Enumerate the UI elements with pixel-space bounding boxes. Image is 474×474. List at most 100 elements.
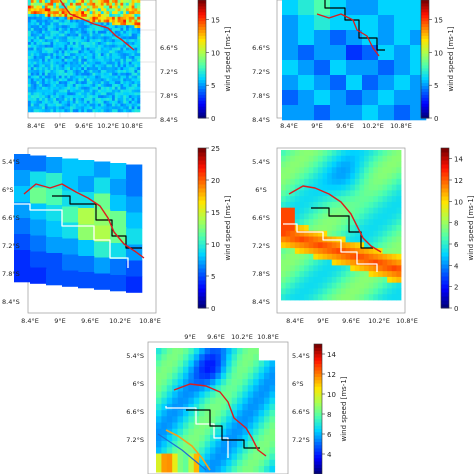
heat-cell [396, 294, 402, 301]
heat-cell [114, 44, 118, 48]
heat-cell [220, 416, 227, 423]
heat-cell [95, 50, 99, 54]
heat-cell [98, 78, 102, 82]
heat-cell [336, 225, 342, 232]
heat-cell [47, 14, 51, 18]
lon-tick-label: 9°E [317, 317, 329, 325]
heat-cell [47, 39, 51, 43]
heat-cell [30, 36, 34, 40]
heat-cell [373, 236, 379, 243]
heat-cell [322, 213, 328, 220]
heat-cell [364, 288, 370, 295]
heat-cell [109, 42, 113, 46]
heat-cell [290, 213, 296, 220]
model-boundary [14, 203, 129, 268]
heat-cell [126, 72, 130, 76]
heat-cell [341, 225, 347, 232]
colorbar-segment [314, 428, 322, 433]
heat-cell [92, 47, 96, 51]
heat-cell [117, 0, 121, 4]
heat-cell [364, 184, 370, 191]
heat-cell [75, 58, 79, 62]
colorbar-segment [314, 350, 322, 355]
heat-cell [56, 75, 60, 79]
heat-cell [114, 86, 118, 90]
heat-cell [382, 150, 388, 157]
heat-cell [28, 42, 32, 46]
heat-cell [95, 56, 99, 60]
colorbar-segment [421, 115, 429, 119]
heat-cell [56, 56, 60, 60]
heat-cell [327, 155, 333, 162]
heat-cell [123, 22, 127, 26]
heat-cell [294, 173, 300, 180]
heat-cell [81, 78, 85, 82]
heat-cell [53, 75, 57, 79]
heat-cell [92, 25, 96, 29]
heat-cell [313, 155, 319, 162]
heat-cell [86, 28, 90, 32]
colorbar-segment [198, 236, 206, 241]
heat-cell [64, 56, 68, 60]
heat-cell [282, 60, 299, 76]
heat-cell [137, 67, 141, 71]
heat-cell [322, 288, 328, 295]
heat-cell [112, 14, 116, 18]
heat-cell [156, 447, 162, 454]
heat-cell [137, 47, 141, 51]
heat-cell [242, 372, 249, 380]
heat-cell [264, 428, 270, 436]
heat-cell [117, 106, 121, 110]
heat-cell [70, 47, 74, 51]
heat-cell [341, 236, 347, 243]
heat-cell [117, 64, 121, 68]
heat-cell [313, 259, 319, 266]
heat-cell [44, 19, 48, 23]
heat-cell [103, 100, 107, 104]
heat-cell [242, 410, 249, 417]
heat-cell [220, 465, 227, 473]
heat-cell [56, 89, 60, 93]
colorbar-segment [198, 216, 206, 221]
heat-cell [50, 33, 54, 37]
heat-cell [294, 242, 300, 249]
heat-cell [123, 75, 127, 79]
heat-cell [226, 391, 232, 398]
heat-cell [100, 64, 104, 68]
heat-cell [56, 36, 60, 40]
heat-cell [258, 453, 265, 461]
heat-cell [72, 72, 76, 76]
heat-cell [308, 207, 314, 214]
heat-cell [50, 50, 54, 54]
heat-cell [112, 11, 116, 15]
heat-cell [30, 61, 34, 65]
heat-cell [382, 167, 388, 174]
heat-cell [134, 95, 138, 99]
heat-cell [53, 36, 57, 40]
heat-cell [299, 167, 305, 174]
heat-cell [345, 219, 351, 226]
heat-cell [264, 397, 270, 405]
colorbar-segment [314, 467, 322, 472]
heat-cell [128, 72, 132, 76]
heat-cell [106, 58, 110, 62]
heat-cell [294, 201, 300, 209]
heat-cell [28, 78, 32, 82]
heat-cell [109, 64, 113, 68]
colorbar-segment [421, 109, 429, 113]
heat-cell [42, 25, 46, 29]
heat-cell [61, 100, 65, 104]
heat-cell [387, 178, 393, 186]
colorbar-segment [421, 11, 429, 16]
heat-cell [28, 44, 32, 48]
colorbar-tick-label: 10 [211, 49, 220, 57]
heat-cell [290, 173, 296, 180]
colorbar-segment [198, 61, 206, 66]
heat-cell [290, 282, 296, 289]
heat-cell [117, 39, 121, 43]
heat-cell [67, 33, 71, 37]
colorbar-segment [421, 82, 429, 87]
heat-cell [120, 84, 124, 88]
heat-cell [117, 33, 121, 37]
